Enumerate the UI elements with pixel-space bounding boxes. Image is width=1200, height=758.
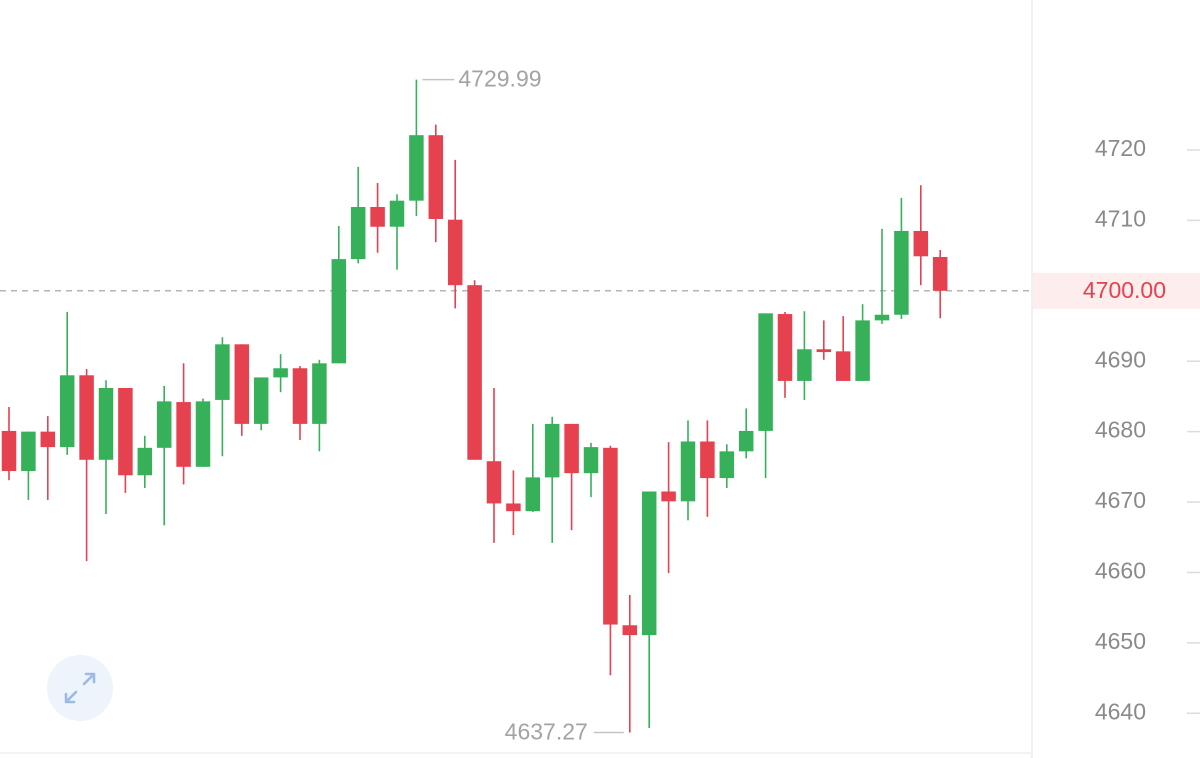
expand-button-bg[interactable] bbox=[47, 655, 113, 721]
candle-body bbox=[350, 207, 366, 260]
expand-button[interactable] bbox=[47, 655, 113, 721]
y-tick-label: 4680 bbox=[1095, 417, 1146, 443]
y-tick-label: 4650 bbox=[1095, 628, 1146, 654]
expand-icon[interactable] bbox=[64, 672, 96, 704]
candle-body bbox=[253, 377, 269, 424]
candle-body bbox=[680, 441, 696, 502]
candle-body bbox=[506, 503, 521, 512]
y-tick-label: 4710 bbox=[1095, 205, 1146, 231]
candle-body bbox=[525, 477, 541, 512]
last-price-bg bbox=[1033, 272, 1200, 309]
candle-body bbox=[79, 375, 94, 460]
candle-body bbox=[118, 387, 133, 476]
candle-body bbox=[40, 431, 56, 448]
candle-body bbox=[370, 207, 385, 227]
low-annotation: 4637.27 bbox=[505, 719, 588, 745]
candle-body bbox=[835, 351, 851, 381]
candle-body bbox=[700, 441, 715, 479]
candle-body bbox=[932, 257, 948, 291]
candle-body bbox=[234, 344, 250, 424]
candle-body bbox=[603, 447, 618, 625]
candle-body bbox=[156, 401, 172, 448]
candle-body bbox=[738, 430, 754, 452]
candle-body bbox=[641, 491, 657, 636]
candle-body bbox=[544, 423, 560, 478]
candle-body bbox=[894, 230, 909, 315]
candle-body bbox=[215, 344, 230, 400]
y-tick-label: 4690 bbox=[1095, 346, 1146, 372]
candle-body bbox=[874, 314, 890, 321]
candle-body bbox=[292, 368, 308, 424]
candle-body bbox=[312, 363, 327, 424]
candle-body bbox=[331, 259, 347, 364]
candle-body bbox=[797, 349, 812, 381]
candle-body bbox=[622, 625, 638, 636]
candle-body bbox=[409, 135, 424, 201]
y-tick-label: 4720 bbox=[1095, 135, 1146, 161]
candle-body bbox=[855, 320, 870, 381]
candle-body bbox=[486, 461, 502, 504]
candle-body bbox=[777, 314, 793, 381]
candle-body bbox=[564, 423, 579, 474]
y-tick-label: 4670 bbox=[1095, 487, 1146, 513]
candle-body bbox=[98, 387, 114, 460]
candle-body bbox=[447, 219, 463, 286]
y-tick-label: 4640 bbox=[1095, 698, 1146, 724]
candle-body bbox=[1, 430, 17, 472]
last-price-label: 4700.00 bbox=[1083, 277, 1166, 303]
candle-body bbox=[467, 285, 482, 460]
candle-body bbox=[195, 401, 211, 467]
candle-body bbox=[913, 230, 929, 257]
high-annotation: 4729.99 bbox=[458, 66, 541, 92]
candle-body bbox=[816, 349, 832, 353]
candle-body bbox=[758, 313, 773, 431]
candle-body bbox=[661, 491, 676, 502]
y-tick-label: 4660 bbox=[1095, 558, 1146, 584]
candle-body bbox=[176, 402, 191, 467]
candle-body bbox=[428, 135, 444, 219]
candle-body bbox=[719, 451, 735, 479]
candle-body bbox=[137, 447, 153, 476]
candle-body bbox=[583, 447, 599, 474]
candle-body bbox=[389, 200, 405, 227]
candle-body bbox=[21, 431, 36, 472]
candle-body bbox=[59, 375, 75, 448]
candle-body bbox=[273, 368, 288, 378]
